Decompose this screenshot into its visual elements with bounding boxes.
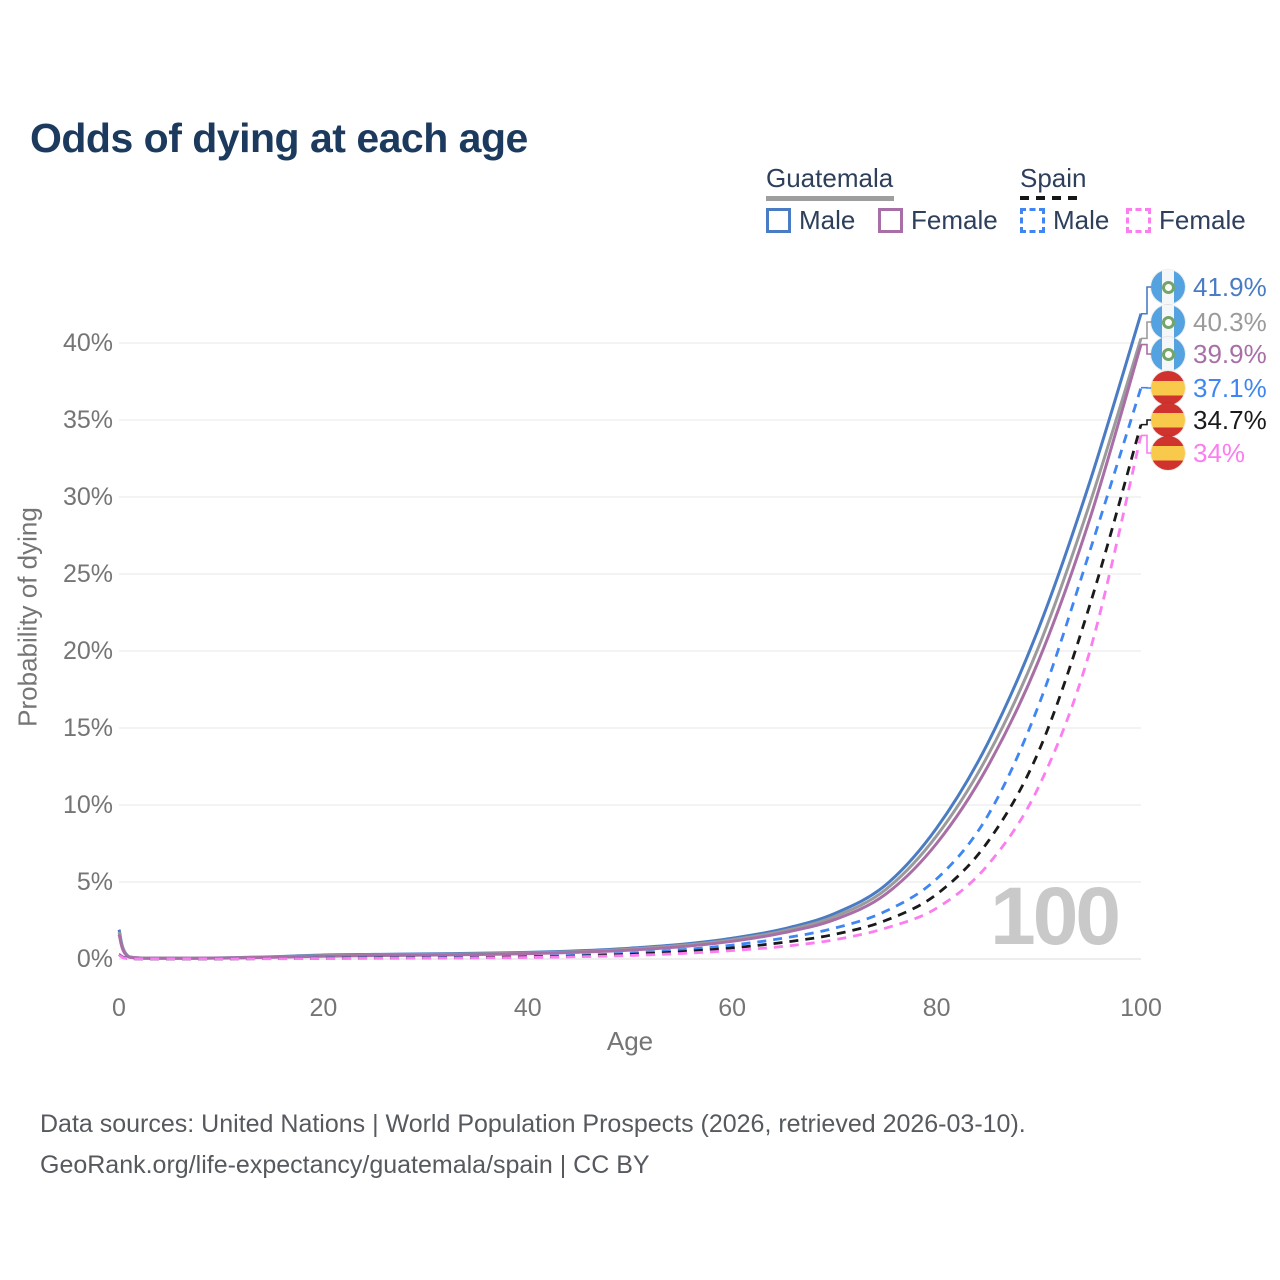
- y-tick-0%: 0%: [76, 945, 113, 973]
- chart-title: Odds of dying at each age: [30, 115, 528, 162]
- label-connector-spain-female: [1141, 434, 1152, 454]
- guatemala-flag-icon: [1151, 270, 1185, 304]
- spain-flag-icon: [1151, 371, 1185, 405]
- x-tick-40: 40: [513, 994, 542, 1022]
- legend-group-guatemala[interactable]: Guatemala: [766, 163, 894, 193]
- end-value: 34.7%: [1193, 404, 1267, 435]
- legend-group-spain[interactable]: Spain: [1020, 163, 1087, 193]
- end-value: 34%: [1193, 437, 1246, 468]
- spain-male-swatch-icon: [1020, 208, 1045, 233]
- label-connector-guatemala-female: [1141, 343, 1152, 355]
- x-tick-100: 100: [1120, 994, 1162, 1022]
- x-tick-0: 0: [112, 994, 126, 1022]
- end-label-spain-37.1%: 37.1%: [1151, 371, 1267, 405]
- x-axis-title: Age: [606, 1026, 654, 1056]
- legend-item-label: Female: [1159, 205, 1246, 235]
- guatemala-flag-icon: [1151, 305, 1185, 339]
- end-value: 37.1%: [1193, 372, 1267, 403]
- guatemala-male-swatch-icon: [766, 208, 791, 233]
- x-tick-60: 60: [718, 994, 747, 1022]
- end-label-spain-34%: 34%: [1151, 436, 1245, 470]
- guatemala-flag-icon: [1151, 337, 1185, 371]
- label-connector-guatemala-both-sexes: [1141, 321, 1152, 340]
- y-tick-15%: 15%: [62, 714, 113, 742]
- x-tick-20: 20: [309, 994, 338, 1022]
- y-tick-25%: 25%: [62, 560, 113, 588]
- end-value: 41.9%: [1193, 271, 1267, 302]
- spain-female-swatch-icon: [1126, 208, 1151, 233]
- end-label-spain-34.7%: 34.7%: [1151, 403, 1267, 437]
- source-line-2: GeoRank.org/life-expectancy/guatemala/sp…: [40, 1150, 650, 1179]
- y-tick-20%: 20%: [62, 637, 113, 665]
- line-spain-male[interactable]: [118, 387, 1143, 961]
- legend-item-label: Female: [911, 205, 998, 235]
- line-guatemala-male[interactable]: [117, 313, 1143, 960]
- end-value: 39.9%: [1193, 338, 1267, 369]
- source-note: Data sources: United Nations | World Pop…: [40, 1104, 1026, 1185]
- legend-item-guatemala-female[interactable]: Female: [878, 205, 998, 236]
- line-guatemala-both-sexes[interactable]: [117, 337, 1143, 960]
- legend-spain-line-sample: [1020, 196, 1083, 200]
- legend-item-spain-female[interactable]: Female: [1126, 205, 1246, 236]
- legend-item-spain-male[interactable]: Male: [1020, 205, 1109, 236]
- label-connector-guatemala-male: [1141, 286, 1152, 315]
- spain-flag-icon: [1151, 436, 1185, 470]
- end-label-guatemala-41.9%: 41.9%: [1151, 270, 1267, 304]
- age-watermark: 100: [990, 871, 1121, 962]
- line-spain-both-sexes[interactable]: [118, 424, 1143, 961]
- label-connector-spain-both-sexes: [1141, 419, 1152, 426]
- y-tick-30%: 30%: [62, 483, 113, 511]
- spain-flag-icon: [1151, 403, 1185, 437]
- legend-item-guatemala-male[interactable]: Male: [766, 205, 855, 236]
- legend-item-label: Male: [1053, 205, 1110, 235]
- end-label-guatemala-39.9%: 39.9%: [1151, 337, 1267, 371]
- y-tick-10%: 10%: [62, 791, 113, 819]
- guatemala-female-swatch-icon: [878, 208, 903, 233]
- y-tick-5%: 5%: [76, 868, 113, 896]
- y-tick-40%: 40%: [62, 329, 113, 357]
- end-label-guatemala-40.3%: 40.3%: [1151, 305, 1267, 339]
- y-axis-title: Probability of dying: [12, 507, 43, 727]
- legend-guatemala-line-sample: [766, 196, 894, 201]
- y-tick-35%: 35%: [62, 406, 113, 434]
- legend-item-label: Male: [799, 205, 856, 235]
- source-line-1: Data sources: United Nations | World Pop…: [40, 1110, 1026, 1138]
- end-value: 40.3%: [1193, 306, 1267, 337]
- x-tick-80: 80: [922, 994, 951, 1022]
- line-spain-female[interactable]: [118, 435, 1143, 961]
